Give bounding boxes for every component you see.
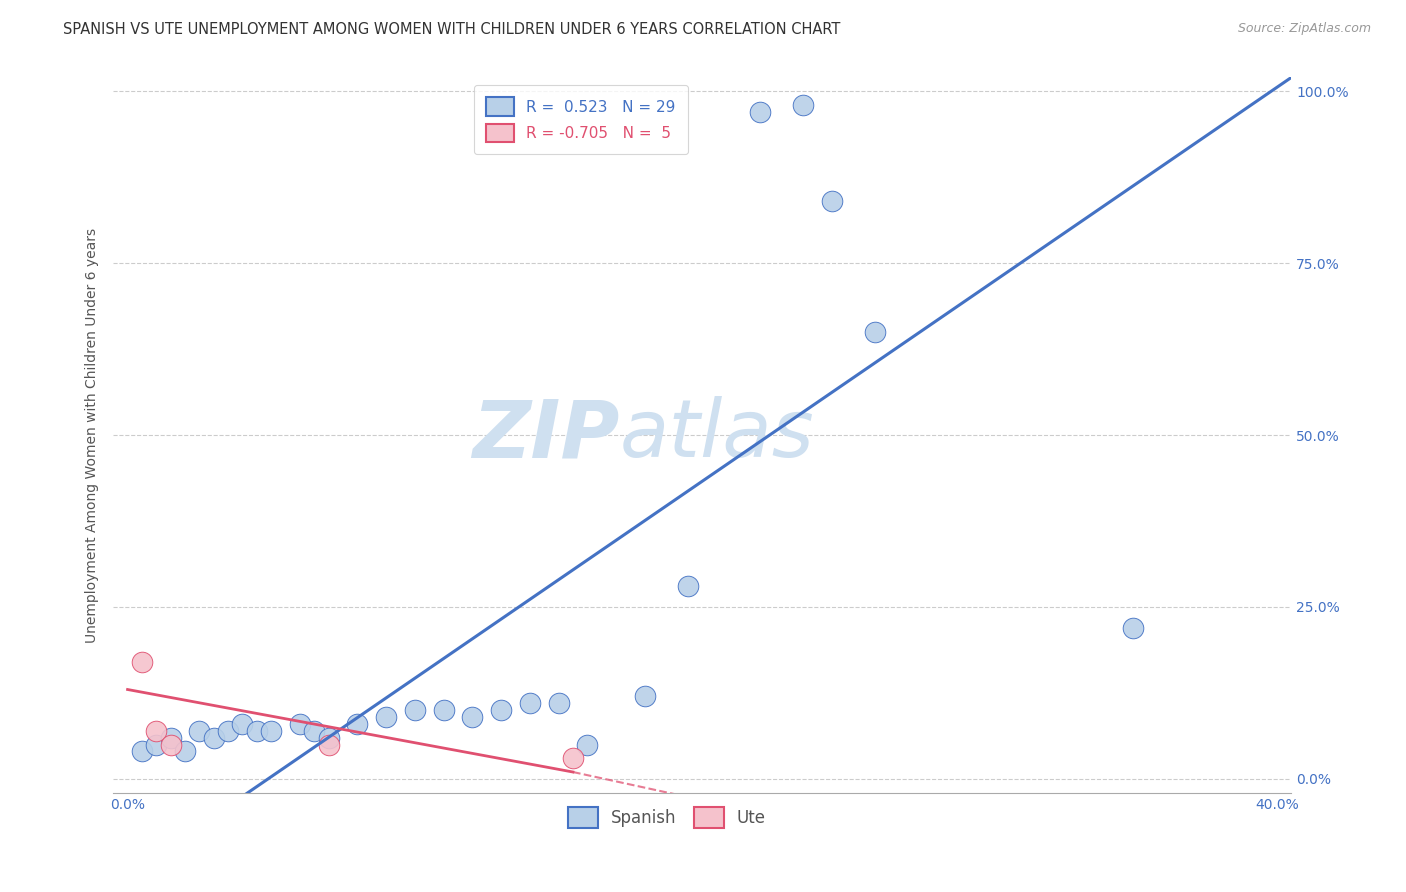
Y-axis label: Unemployment Among Women with Children Under 6 years: Unemployment Among Women with Children U… xyxy=(86,227,100,642)
Point xyxy=(159,731,181,745)
Point xyxy=(433,703,456,717)
Point xyxy=(576,738,599,752)
Point xyxy=(304,723,326,738)
Text: ZIP: ZIP xyxy=(472,396,620,474)
Text: SPANISH VS UTE UNEMPLOYMENT AMONG WOMEN WITH CHILDREN UNDER 6 YEARS CORRELATION : SPANISH VS UTE UNEMPLOYMENT AMONG WOMEN … xyxy=(63,22,841,37)
Point xyxy=(288,717,311,731)
Point xyxy=(820,194,842,209)
Point xyxy=(346,717,368,731)
Point xyxy=(246,723,269,738)
Point xyxy=(1122,621,1144,635)
Point xyxy=(792,98,814,112)
Text: atlas: atlas xyxy=(620,396,814,474)
Point xyxy=(634,690,657,704)
Point xyxy=(461,710,484,724)
Point xyxy=(131,744,153,758)
Point xyxy=(231,717,253,731)
Point xyxy=(318,731,340,745)
Point xyxy=(188,723,211,738)
Point xyxy=(863,325,886,339)
Text: Source: ZipAtlas.com: Source: ZipAtlas.com xyxy=(1237,22,1371,36)
Point xyxy=(489,703,512,717)
Point xyxy=(748,104,770,119)
Point xyxy=(260,723,283,738)
Point xyxy=(202,731,225,745)
Point xyxy=(562,751,585,765)
Point xyxy=(676,579,699,593)
Point xyxy=(131,655,153,669)
Point xyxy=(145,723,167,738)
Point xyxy=(375,710,398,724)
Point xyxy=(318,738,340,752)
Point xyxy=(404,703,426,717)
Point xyxy=(145,738,167,752)
Legend: Spanish, Ute: Spanish, Ute xyxy=(561,801,772,834)
Point xyxy=(159,738,181,752)
Point xyxy=(519,696,541,710)
Point xyxy=(547,696,569,710)
Point xyxy=(174,744,197,758)
Point xyxy=(217,723,239,738)
